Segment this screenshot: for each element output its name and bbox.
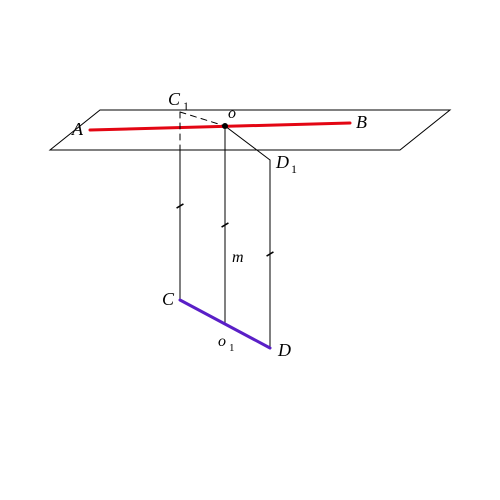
segment-c1-o-dashed [180, 112, 225, 126]
label-D1: D [275, 152, 289, 172]
label-o1sub: 1 [229, 342, 235, 354]
label-C1sub: 1 [183, 99, 189, 113]
label-B: B [356, 112, 367, 132]
segment-o-d1 [225, 126, 270, 160]
label-o: o [228, 105, 236, 122]
segment-ab [90, 123, 350, 130]
label-D1sub: 1 [291, 162, 297, 176]
label-C1: C [168, 89, 181, 109]
label-C: C [162, 289, 175, 309]
label-m: m [232, 249, 244, 266]
label-A: A [71, 119, 84, 139]
label-o1: o [218, 333, 226, 350]
point-o [222, 123, 228, 129]
label-D: D [277, 340, 291, 360]
